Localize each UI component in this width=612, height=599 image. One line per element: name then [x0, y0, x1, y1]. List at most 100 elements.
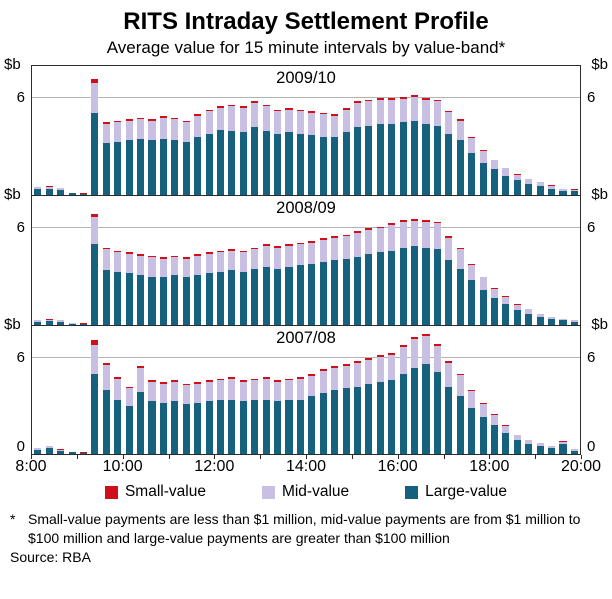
- bar-segment-large: [399, 247, 407, 325]
- bar-segment-mid: [182, 122, 190, 142]
- stacked-bar: [34, 447, 42, 454]
- bar-segment-small: [502, 167, 510, 169]
- stacked-bar: [399, 220, 407, 325]
- bar-segment-large: [262, 399, 270, 454]
- stacked-bar: [68, 451, 76, 454]
- stacked-bar: [182, 120, 190, 195]
- bar-segment-small: [171, 380, 179, 382]
- bar-segment-large: [171, 401, 179, 454]
- bar-segment-large: [57, 450, 65, 454]
- stacked-bar: [468, 263, 476, 325]
- bar-segment-large: [125, 273, 133, 325]
- bar-segment-large: [331, 260, 339, 325]
- stacked-bar: [433, 99, 441, 195]
- bar-segment-small: [228, 104, 236, 107]
- y-axis-left: $b 6: [0, 56, 31, 195]
- bar-segment-large: [205, 133, 213, 195]
- bar-segment-small: [137, 366, 145, 368]
- bar-segment-large: [433, 372, 441, 454]
- bar-segment-large: [536, 446, 544, 454]
- bar-segment-mid: [239, 252, 247, 272]
- bar-segment-mid: [525, 439, 533, 444]
- bar-segment-small: [137, 117, 145, 120]
- bar-segment-mid: [513, 174, 521, 181]
- stacked-bar: [490, 159, 499, 195]
- bar-segment-mid: [137, 367, 145, 392]
- bar-segment-large: [456, 396, 464, 454]
- bar-segment-mid: [159, 117, 167, 139]
- bar-segment-large: [490, 425, 499, 454]
- stacked-bar: [91, 78, 99, 195]
- bar-segment-small: [365, 228, 373, 230]
- bar-segment-large: [559, 320, 567, 325]
- bar-segment-small: [91, 340, 99, 346]
- stacked-bar: [513, 434, 521, 454]
- stacked-bar: [559, 318, 567, 325]
- stacked-bar: [194, 254, 202, 325]
- bar-segment-large: [159, 402, 167, 454]
- stacked-bar: [319, 112, 327, 195]
- bar-segment-large: [319, 136, 327, 195]
- stacked-bar: [274, 380, 282, 454]
- bar-segment-mid: [376, 228, 384, 253]
- stacked-bar: [445, 361, 453, 454]
- bar-segment-small: [319, 369, 327, 371]
- chart-subtitle: Average value for 15 minute intervals by…: [106, 38, 506, 57]
- bar-segment-small: [171, 255, 179, 258]
- stacked-bar: [399, 96, 407, 195]
- bar-segment-mid: [319, 370, 327, 394]
- bar-segment-mid: [159, 258, 167, 277]
- bar-segment-large: [513, 180, 521, 195]
- bar-segment-mid: [570, 189, 578, 192]
- bar-segment-small: [262, 244, 270, 246]
- bar-segment-large: [342, 132, 350, 195]
- stacked-bar: [251, 247, 259, 325]
- stacked-bar: [411, 218, 419, 325]
- bar-segment-mid: [433, 223, 441, 250]
- bar-segment-small: [376, 98, 384, 100]
- stacked-bar: [319, 369, 327, 454]
- stacked-bar: [353, 361, 362, 454]
- bar-segment-large: [548, 188, 556, 195]
- footnote: * Small-value payments are less than $1 …: [0, 510, 612, 547]
- y-tick-label-6-left: 6: [16, 219, 25, 236]
- bar-segment-large: [296, 133, 304, 195]
- bar-segment-large: [34, 321, 42, 325]
- bar-segment-mid: [114, 122, 122, 142]
- bar-segment-mid: [228, 250, 236, 271]
- stacked-bar: [274, 109, 282, 195]
- bar-segment-mid: [125, 120, 133, 141]
- bar-segment-small: [125, 119, 133, 121]
- bar-segment-small: [490, 414, 499, 415]
- x-axis-tick: [535, 455, 537, 459]
- bar-segment-small: [342, 107, 350, 110]
- stacked-bar: [125, 252, 133, 325]
- bar-segment-mid: [433, 101, 441, 126]
- bar-segment-mid: [239, 107, 247, 133]
- bar-segment-large: [559, 190, 567, 195]
- bar-segment-small: [262, 377, 270, 379]
- stacked-bar: [194, 382, 202, 454]
- bar-segment-large: [445, 386, 453, 454]
- source-note: Source: RBA: [10, 549, 91, 565]
- bar-segment-large: [353, 386, 362, 454]
- bar-segment-small: [479, 149, 487, 151]
- bar-segment-large: [468, 407, 476, 454]
- bar-segment-mid: [296, 244, 304, 266]
- bar-segment-small: [137, 254, 145, 256]
- stacked-bar: [262, 104, 270, 195]
- bar-segment-mid: [57, 188, 65, 191]
- bar-segment-large: [422, 364, 430, 454]
- stacked-bar: [456, 119, 464, 195]
- stacked-bar: [536, 313, 544, 325]
- chart-panels: $b 6 2009/10 $b 6 $b 6 2008/09 $b 6: [0, 56, 612, 455]
- y-tick-label-6-left: 6: [16, 89, 25, 106]
- bar-segment-small: [182, 383, 190, 386]
- bar-segment-large: [91, 244, 99, 325]
- stacked-bar: [262, 377, 270, 454]
- y-unit-label-right: $b: [591, 316, 608, 333]
- bar-segment-large: [239, 271, 247, 325]
- bar-segment-small: [205, 252, 213, 255]
- bar-segment-small: [456, 119, 464, 121]
- bar-segment-mid: [216, 107, 225, 131]
